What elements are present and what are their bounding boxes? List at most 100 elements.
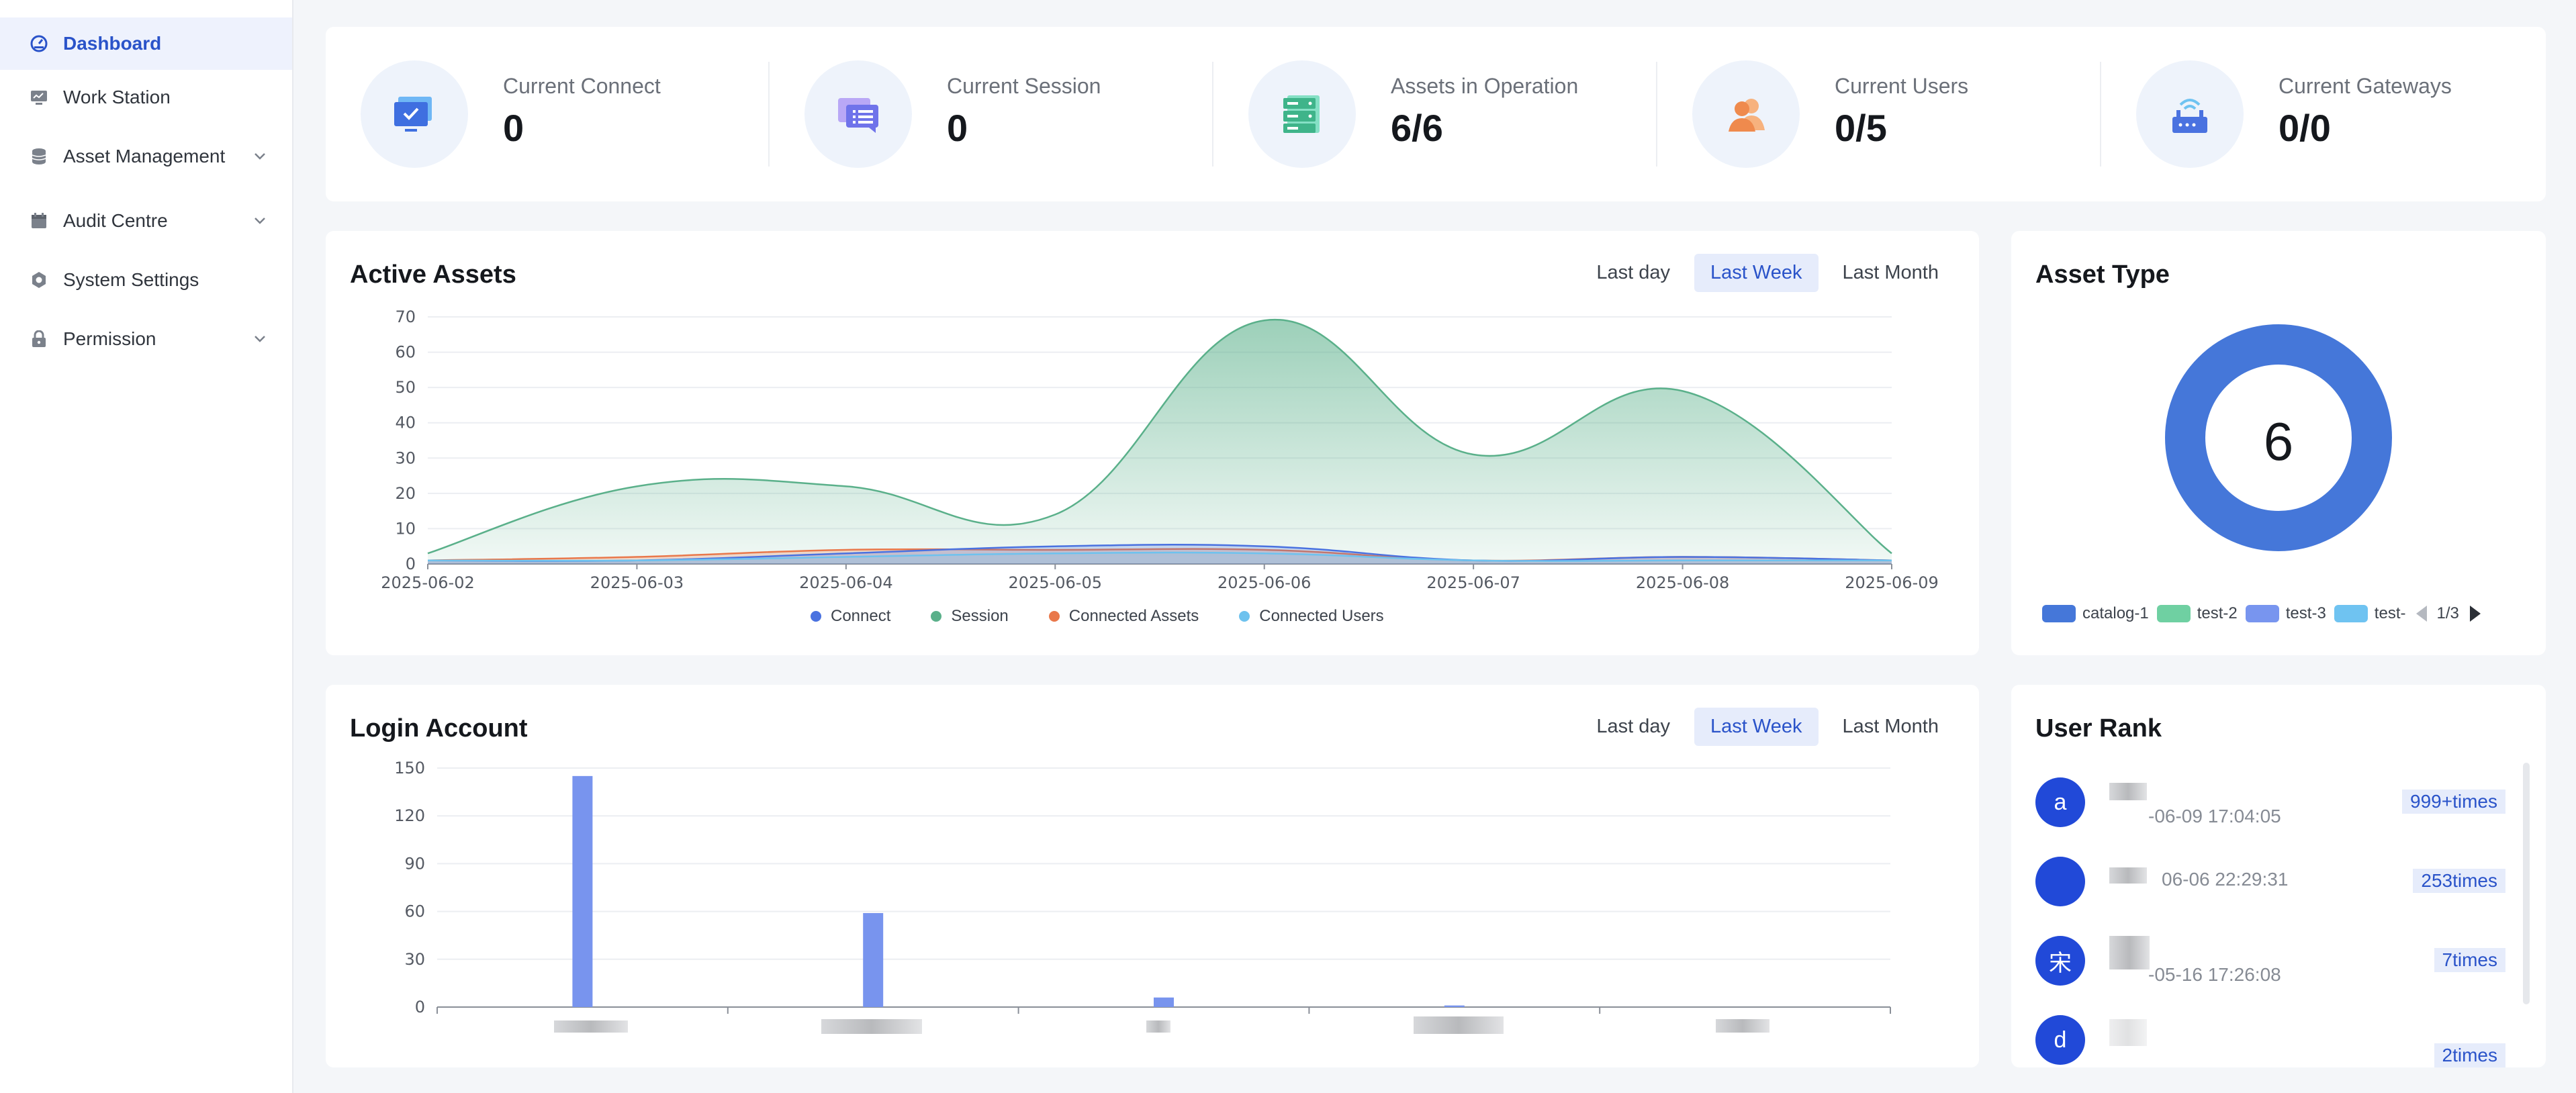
series-area-connect (428, 544, 1892, 564)
lock-icon (30, 330, 48, 348)
rank-row[interactable]: 宋 -05-16 17:26:08 7times (2035, 936, 2505, 1003)
sidebar-item-asset-management[interactable]: Asset Management (0, 130, 292, 183)
y-tick-label: 50 (395, 378, 416, 397)
y-tick-label: 60 (404, 902, 425, 921)
avatar: a (2035, 777, 2085, 827)
y-tick-label: 0 (406, 555, 416, 573)
server-icon (1248, 60, 1356, 168)
redacted-name (2109, 1019, 2147, 1046)
bar[interactable] (1154, 997, 1174, 1007)
active-assets-chart: 0 10 20 30 40 50 60 70 2025-06-02 2025-06-03 2025-… (381, 307, 1938, 592)
legend-label[interactable]: Session (951, 607, 1009, 625)
card-title: Asset Type (2035, 260, 2170, 289)
stat-label: Assets in Operation (1391, 74, 1579, 98)
chat-list-icon (804, 60, 912, 168)
sidebar-item-work-station[interactable]: Work Station (0, 71, 292, 124)
x-tick-label: 2025-06-03 (590, 573, 684, 592)
time-range-toggle: Last day Last Week Last Month (1580, 254, 1955, 292)
sidebar-item-label: Work Station (63, 87, 171, 107)
sidebar-item-label: Dashboard (63, 33, 162, 54)
sidebar-item-label: Permission (63, 328, 156, 349)
stat-current-session: Current Session 0 (770, 27, 1213, 201)
range-last-day[interactable]: Last day (1596, 716, 1671, 737)
login-account-card: Login Account Last day Last Week Last Mo… (326, 685, 1979, 1067)
redacted-name (2109, 867, 2147, 884)
legend-label[interactable]: Connect (831, 607, 891, 625)
stat-value: 0/0 (2279, 107, 2331, 149)
stat-value: 0 (503, 107, 524, 149)
sidebar-item-dashboard[interactable]: Dashboard (0, 17, 292, 70)
legend-page: 1/3 (2436, 604, 2459, 622)
donut-slice[interactable] (2165, 324, 2392, 551)
rank-row[interactable]: 06-06 22:29:31 253times (2035, 857, 2505, 924)
y-tick-label: 0 (415, 998, 425, 1016)
bar[interactable] (1444, 1005, 1465, 1007)
bar[interactable] (572, 775, 593, 1007)
scrollbar[interactable] (2523, 763, 2530, 1004)
rank-time: -06-09 17:04:05 (2148, 806, 2281, 826)
legend-label[interactable]: Connected Assets (1068, 607, 1199, 625)
range-last-day[interactable]: Last day (1596, 262, 1671, 283)
rank-time: -05-16 17:26:08 (2148, 964, 2281, 985)
y-tick-label: 150 (394, 759, 425, 777)
legend-swatch (2156, 605, 2191, 622)
range-last-week[interactable]: Last Week (1694, 708, 1819, 746)
asset-type-card: Asset Type 6 catalog-1 test-2 test-3 tes… (2011, 231, 2546, 655)
card-title: Active Assets (350, 260, 516, 289)
legend-label[interactable]: test-3 (2285, 604, 2326, 622)
legend-label[interactable]: test- (2374, 604, 2406, 622)
y-tick-label: 30 (404, 950, 425, 969)
asset-type-donut-chart (2165, 324, 2392, 551)
rank-row[interactable]: d 2times (2035, 1015, 2505, 1067)
calendar-icon (30, 211, 48, 230)
card-title: Login Account (350, 714, 528, 743)
legend-label[interactable]: Connected Users (1259, 607, 1384, 625)
x-tick-label: 2025-06-07 (1426, 573, 1520, 592)
login-account-chart: 0 30 60 90 120 150 (394, 759, 1891, 1016)
sidebar-item-label: System Settings (63, 269, 199, 290)
redacted-label (821, 1019, 922, 1034)
chevron-down-icon[interactable] (252, 212, 268, 228)
asset-type-legend: catalog-1 test-2 test-3 test- 1/3 (2042, 604, 2482, 623)
range-last-week[interactable]: Last Week (1694, 254, 1819, 292)
divider (768, 62, 770, 167)
sidebar-item-label: Audit Centre (63, 210, 168, 231)
donut-total: 6 (2263, 412, 2294, 471)
users-icon (1692, 60, 1800, 168)
sidebar-item-audit-centre[interactable]: Audit Centre (0, 195, 292, 247)
legend-swatch (2245, 605, 2279, 622)
x-tick-label: 2025-06-08 (1636, 573, 1729, 592)
series-line-session[interactable] (427, 318, 1892, 555)
sidebar-item-permission[interactable]: Permission (0, 313, 292, 365)
rank-row[interactable]: a -06-09 17:04:05 999+times (2035, 777, 2505, 845)
stat-label: Current Users (1835, 74, 1969, 98)
database-icon (30, 147, 48, 166)
monitor-icon (30, 88, 48, 107)
next-page-icon[interactable] (2469, 605, 2482, 622)
series-line-connected-users[interactable] (427, 551, 1892, 562)
prev-page-icon[interactable] (2415, 605, 2428, 622)
legend-dot (1048, 611, 1060, 622)
legend-label[interactable]: test-2 (2197, 604, 2238, 622)
chevron-down-icon[interactable] (252, 148, 268, 164)
series-area-connected-assets (428, 549, 1892, 564)
stat-label: Current Gateways (2279, 74, 2452, 98)
chevron-down-icon[interactable] (252, 330, 268, 346)
y-tick-label: 90 (404, 854, 425, 873)
login-count-badge: 2times (2434, 1043, 2505, 1067)
bar[interactable] (863, 912, 884, 1007)
x-tick-label: 2025-06-04 (799, 573, 892, 592)
rank-time: 06-06 22:29:31 (2162, 869, 2289, 890)
y-tick-label: 60 (395, 343, 416, 362)
range-last-month[interactable]: Last Month (1842, 262, 1939, 283)
stat-value: 0/5 (1835, 107, 1887, 149)
x-tick-label: 2025-06-05 (1009, 573, 1102, 592)
range-last-month[interactable]: Last Month (1842, 716, 1939, 737)
redacted-label (1716, 1019, 1769, 1033)
series-area-session (428, 320, 1892, 564)
legend-label[interactable]: catalog-1 (2082, 604, 2149, 622)
sidebar-item-system-settings[interactable]: System Settings (0, 254, 292, 306)
stat-label: Current Session (947, 74, 1101, 98)
router-icon (2136, 60, 2244, 168)
x-tick-label: 2025-06-06 (1217, 573, 1311, 592)
